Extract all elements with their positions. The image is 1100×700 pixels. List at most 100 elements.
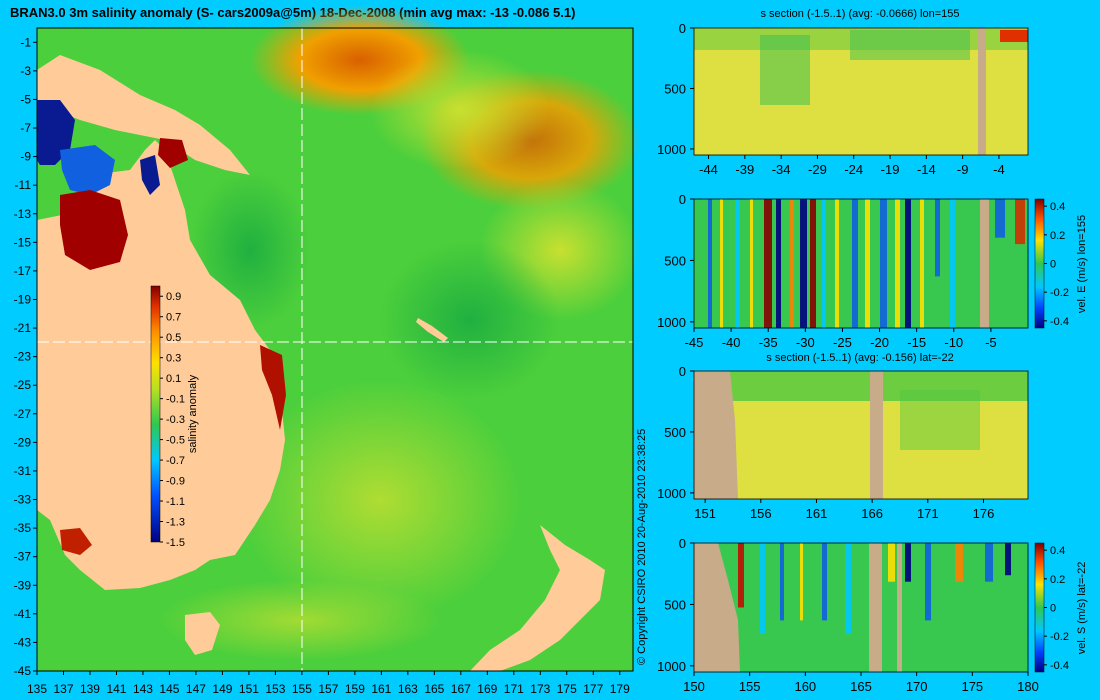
depth-tick-label: 1000 xyxy=(657,142,686,157)
panel2-field xyxy=(694,199,1028,328)
depth-tick-label: 1000 xyxy=(657,659,686,674)
velocity-band xyxy=(895,199,900,328)
colorbar-tick-label: -0.2 xyxy=(1050,631,1069,643)
map-colorbar-tick-label: -1.5 xyxy=(166,537,185,549)
velocity-band xyxy=(950,199,955,328)
velocity-band xyxy=(822,199,826,328)
velocity-band xyxy=(764,199,772,328)
x-tick-label: -4 xyxy=(993,162,1005,177)
salty-anomaly-ec-coast xyxy=(260,345,286,430)
depth-tick-label: 500 xyxy=(664,597,686,612)
panel2-x-ticks: -45 -40 -35 -30 -25 -20 -15 -10 -5 xyxy=(685,328,997,350)
yellow-anomaly-a xyxy=(370,50,550,170)
map-lat-tick-label: -7 xyxy=(20,121,31,135)
panel1-section xyxy=(693,27,1029,156)
map-colorbar-tick-label: -1.1 xyxy=(166,496,185,508)
map-lon-tick-label: 143 xyxy=(133,682,153,696)
map-lat-tick-label: -21 xyxy=(14,321,32,335)
map-colorbar-gradient xyxy=(150,285,161,543)
map-lat-tick-label: -23 xyxy=(14,350,32,364)
panel4-field xyxy=(694,543,1028,672)
velocity-band xyxy=(708,199,712,328)
velocity-band xyxy=(760,543,765,634)
velocity-band xyxy=(835,199,839,328)
x-tick-label: 180 xyxy=(1017,679,1039,694)
colorbar-tick-label: 0 xyxy=(1050,259,1056,271)
x-tick-label: -9 xyxy=(957,162,969,177)
panel2-section xyxy=(693,198,1029,329)
velocity-band xyxy=(822,543,827,621)
x-tick-label: 160 xyxy=(794,679,816,694)
map-lat-ticks: -1 -3 -5 -7 -9 -11 -13 -15 -17 -19 -21 -23 -25 -27 -29… xyxy=(14,35,37,678)
x-tick-label: -15 xyxy=(907,335,926,350)
panel1-land xyxy=(978,28,986,155)
x-tick-label: -24 xyxy=(844,162,863,177)
map-lon-tick-label: 159 xyxy=(345,682,365,696)
velocity-band xyxy=(985,543,993,582)
velocity-band xyxy=(925,543,931,621)
velocity-band xyxy=(920,199,924,328)
panel2-colorbar xyxy=(1034,198,1045,329)
panel4-colorbar-ticks: 0.4 0.2 0 -0.2 -0.4 xyxy=(1044,545,1069,672)
x-tick-label: 176 xyxy=(973,506,995,521)
map-lat-tick-label: -43 xyxy=(14,635,32,649)
yellow-anomaly-d xyxy=(160,580,440,660)
salty-anomaly-carpentaria xyxy=(60,190,128,270)
velocity-band xyxy=(810,199,816,328)
velocity-band xyxy=(720,199,723,328)
panel3-land-west xyxy=(694,371,738,499)
map-lat-tick-label: -29 xyxy=(14,435,32,449)
panel4-y-ticks: 0 500 1000 xyxy=(657,536,694,674)
velocity-band xyxy=(1015,199,1025,245)
colorbar-tick-label: 0.2 xyxy=(1050,230,1065,242)
map-lon-tick-label: 139 xyxy=(80,682,100,696)
map-lon-ticks: 135 137 139 141 143 145 147 149 151 153 155 157 159 1… xyxy=(27,671,630,696)
velocity-band xyxy=(750,199,753,328)
depth-tick-label: 0 xyxy=(679,192,686,207)
panel1-title: s section (-1.5..1) (avg: -0.0666) lon=1… xyxy=(760,8,959,20)
panel2-velocity-bands xyxy=(708,199,1025,328)
map-lat-tick-label: -11 xyxy=(15,178,32,192)
panel1-fresh-patch xyxy=(760,35,810,105)
colorbar-tick-label: 0.4 xyxy=(1050,545,1065,557)
panel1-fresh-top xyxy=(850,30,970,60)
x-tick-label: 156 xyxy=(750,506,772,521)
colorbar-tick-label: -0.4 xyxy=(1050,660,1069,672)
velocity-band xyxy=(905,543,911,582)
x-tick-label: 150 xyxy=(683,679,705,694)
colorbar-tick-label: -0.2 xyxy=(1050,287,1069,299)
map-lat-tick-label: -9 xyxy=(20,150,31,164)
new-guinea-landmass xyxy=(37,55,250,175)
depth-tick-label: 0 xyxy=(679,364,686,379)
x-tick-label: -20 xyxy=(870,335,889,350)
map-colorbar-tick-label: -0.3 xyxy=(166,414,185,426)
x-tick-label: 155 xyxy=(739,679,761,694)
map-lon-tick-label: 157 xyxy=(318,682,338,696)
velocity-band xyxy=(880,199,887,328)
depth-tick-label: 1000 xyxy=(657,486,686,501)
panel4-land-west xyxy=(694,543,740,672)
map-lat-tick-label: -5 xyxy=(20,92,31,106)
panel1-x-ticks: -44 -39 -34 -29 -24 -19 -14 -9 -4 xyxy=(699,155,1005,177)
velocity-band xyxy=(1005,543,1011,576)
map-colorbar-tick-label: -0.7 xyxy=(166,455,185,467)
map-lon-tick-label: 165 xyxy=(424,682,444,696)
velocity-band xyxy=(800,199,807,328)
new-zealand-landmass xyxy=(470,525,605,671)
panel3-title: s section (-1.5..1) (avg: -0.156) lat=-2… xyxy=(766,352,953,364)
x-tick-label: -5 xyxy=(985,335,997,350)
map-lat-tick-label: -3 xyxy=(20,64,31,78)
map-lon-tick-label: 135 xyxy=(27,682,47,696)
panel3-section xyxy=(693,370,1029,500)
colorbar-tick-label: -0.4 xyxy=(1050,316,1069,328)
map-frame xyxy=(36,27,634,672)
map-lon-tick-label: 141 xyxy=(106,682,126,696)
map-lat-tick-label: -19 xyxy=(14,292,32,306)
map-colorbar-tick-label: 0.7 xyxy=(166,312,181,324)
x-tick-label: -34 xyxy=(772,162,791,177)
x-tick-label: 151 xyxy=(694,506,716,521)
panel3-frame xyxy=(693,370,1029,500)
panel2-colorbar-label: vel. E (m/s) lon=155 xyxy=(1076,215,1088,313)
fresh-anomaly-gulf-coast xyxy=(60,145,115,195)
